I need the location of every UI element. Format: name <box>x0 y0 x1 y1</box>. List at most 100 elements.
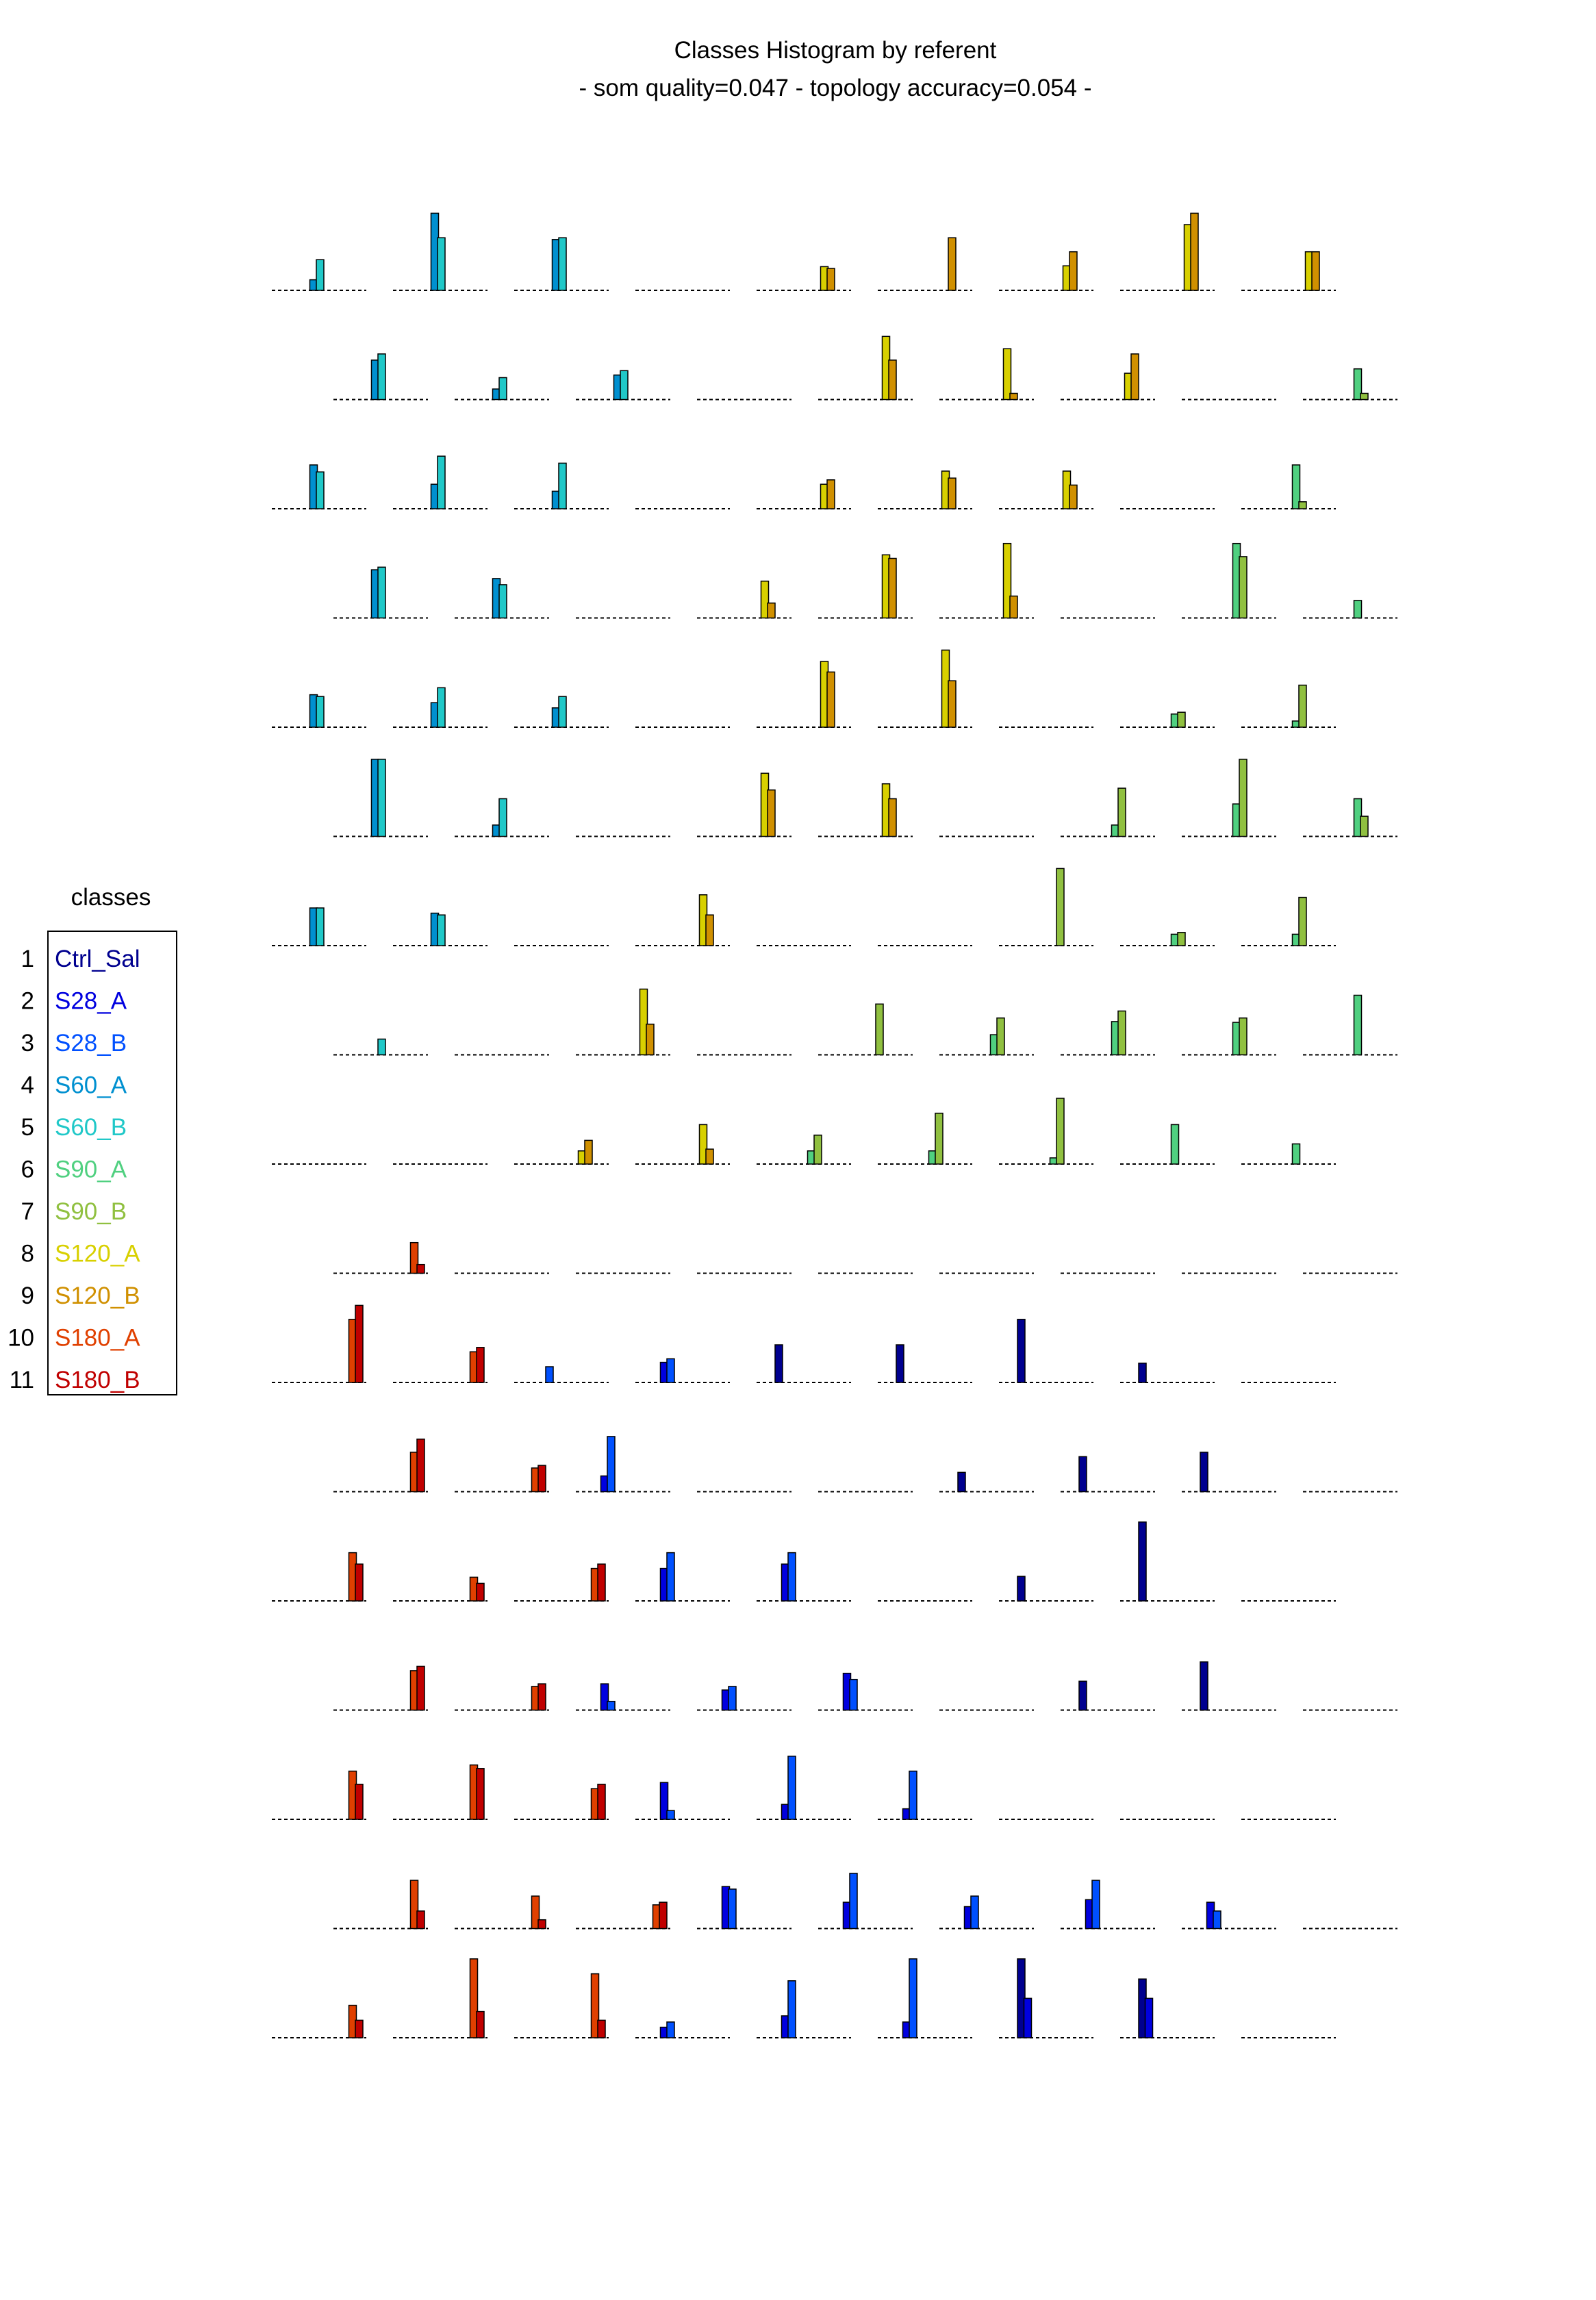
histogram-bar <box>767 602 776 619</box>
histogram-bar <box>476 1768 485 1820</box>
histogram-bar <box>597 1784 606 1820</box>
histogram-bar <box>1190 212 1199 291</box>
histogram-bar <box>355 1784 364 1820</box>
histogram-bar <box>774 1344 783 1383</box>
histogram-bar <box>1360 392 1369 401</box>
histogram-bar <box>498 798 507 837</box>
histogram-bar <box>377 566 386 619</box>
histogram-bar <box>1144 1997 1154 2038</box>
histogram-bar <box>1138 1521 1147 1602</box>
histogram-bar <box>590 1973 600 2038</box>
histogram-bar <box>1360 816 1369 837</box>
histogram-bar <box>377 759 386 837</box>
histogram-bar <box>355 1563 364 1602</box>
histogram-bar <box>316 696 325 728</box>
legend-box <box>47 931 177 1395</box>
histogram-bar <box>1056 1098 1065 1165</box>
histogram-bar <box>813 1135 822 1165</box>
histogram-bar <box>607 1436 616 1493</box>
legend-number: 8 <box>21 1241 34 1267</box>
histogram-bar <box>948 477 957 509</box>
histogram-bar <box>1091 1880 1100 1930</box>
legend-number: 1 <box>21 946 34 972</box>
histogram-bar <box>476 1347 485 1383</box>
histogram-bar <box>545 1366 554 1383</box>
histogram-bar <box>1009 392 1018 401</box>
histogram-bar <box>1002 542 1012 619</box>
histogram-bar <box>875 1003 884 1056</box>
histogram-bar <box>1298 684 1307 728</box>
histogram-bar <box>355 1304 364 1383</box>
histogram-bar <box>698 1124 708 1165</box>
histogram-bar <box>705 914 714 946</box>
histogram-bar <box>416 1665 425 1711</box>
histogram-bar <box>1177 711 1186 728</box>
histogram-bar <box>437 914 446 946</box>
legend-number: 3 <box>21 1030 34 1057</box>
histogram-bar <box>1023 1997 1033 2038</box>
chart-subtitle: - som quality=0.047 - topology accuracy=… <box>579 75 1091 101</box>
histogram-bar <box>849 1678 858 1711</box>
histogram-bar <box>1130 353 1139 401</box>
legend-number: 9 <box>21 1282 34 1309</box>
histogram-bar <box>888 557 897 619</box>
legend-number: 7 <box>21 1198 34 1225</box>
histogram-bar <box>787 1552 796 1602</box>
legend-title: classes <box>71 884 151 911</box>
histogram-bar <box>1291 464 1301 509</box>
legend-label: S180_B <box>55 1367 140 1393</box>
histogram-bar <box>659 1901 668 1930</box>
legend-label: S28_A <box>55 988 127 1015</box>
legend-number: 6 <box>21 1157 34 1183</box>
histogram-bar <box>760 580 770 619</box>
histogram-bar <box>826 479 835 509</box>
histogram-bar <box>1117 787 1126 837</box>
histogram-bar <box>787 1980 796 2038</box>
histogram-bar <box>1239 1017 1247 1056</box>
histogram-bar <box>849 1873 858 1930</box>
legend: classes 1 Ctrl_Sal 2 S28_A 3 S28_B 4 S60_A 5 S60_… <box>8 884 177 1395</box>
histogram-bar <box>1239 759 1247 837</box>
histogram-bar <box>597 1563 606 1602</box>
histogram-bar <box>659 1782 669 1820</box>
histogram-bar <box>537 1919 546 1930</box>
legend-label: S120_B <box>55 1282 140 1309</box>
histogram-bar <box>1298 501 1307 509</box>
histogram-bar <box>1170 1124 1180 1165</box>
histogram-bar <box>948 237 957 291</box>
histogram-bar <box>558 696 567 728</box>
histogram-bar <box>728 1888 737 1930</box>
histogram-bar <box>909 1770 917 1820</box>
histogram-bar <box>1200 1452 1208 1493</box>
histogram-bar <box>416 1438 425 1493</box>
histogram-bar <box>705 1148 714 1165</box>
histogram-bar <box>666 2021 675 2038</box>
histogram-bar <box>1239 556 1247 619</box>
legend-number: 5 <box>21 1114 34 1141</box>
histogram-bar <box>996 1017 1005 1056</box>
histogram-bar <box>1213 1910 1221 1930</box>
legend-label: S60_B <box>55 1114 127 1141</box>
histogram-bar <box>316 259 325 291</box>
histogram-bar <box>476 1582 485 1602</box>
histogram-bar <box>1291 1143 1301 1165</box>
histogram-bar <box>646 1023 655 1056</box>
histogram-bar <box>377 1038 386 1056</box>
histogram-bar <box>416 1263 425 1274</box>
legend-label: S90_A <box>55 1157 127 1183</box>
histogram-bar <box>948 680 957 728</box>
legend-number: 4 <box>21 1072 34 1099</box>
legend-label: Ctrl_Sal <box>55 946 140 972</box>
histogram-bar <box>597 2019 606 2038</box>
histogram-bar <box>826 671 835 728</box>
histogram-bar <box>1353 994 1363 1056</box>
histogram-bar <box>888 359 897 401</box>
histogram-bar <box>1138 1363 1147 1383</box>
histogram-bar <box>1078 1456 1087 1493</box>
histogram-bar <box>1002 348 1012 401</box>
histogram-bar <box>1078 1680 1087 1711</box>
histogram-bar <box>1069 251 1078 291</box>
histogram-bar <box>728 1686 737 1711</box>
histogram-bar <box>558 237 567 291</box>
